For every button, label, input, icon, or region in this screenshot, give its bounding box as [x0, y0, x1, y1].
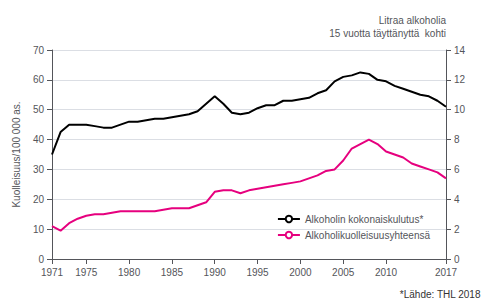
- svg-text:10: 10: [33, 224, 45, 235]
- svg-text:50: 50: [33, 104, 45, 115]
- svg-text:Litraa alkoholia: Litraa alkoholia: [379, 15, 447, 26]
- svg-text:1995: 1995: [246, 267, 269, 278]
- svg-text:2017: 2017: [435, 267, 458, 278]
- svg-text:60: 60: [33, 74, 45, 85]
- svg-text:2010: 2010: [375, 267, 398, 278]
- svg-text:2000: 2000: [289, 267, 312, 278]
- svg-text:6: 6: [454, 164, 460, 175]
- svg-text:12: 12: [454, 74, 466, 85]
- svg-text:*Lähde: THL 2018: *Lähde: THL 2018: [400, 289, 481, 300]
- svg-text:20: 20: [33, 194, 45, 205]
- svg-text:15 vuotta täyttänyttä kohti: 15 vuotta täyttänyttä kohti: [329, 28, 446, 39]
- svg-text:Alkoholin kokonaiskulutus*: Alkoholin kokonaiskulutus*: [305, 214, 424, 225]
- svg-text:4: 4: [454, 194, 460, 205]
- svg-text:1975: 1975: [75, 267, 98, 278]
- svg-text:1980: 1980: [118, 267, 141, 278]
- svg-text:1971: 1971: [41, 267, 64, 278]
- svg-text:10: 10: [454, 104, 466, 115]
- svg-text:2005: 2005: [332, 267, 355, 278]
- svg-text:70: 70: [33, 45, 45, 56]
- svg-text:Kuolleisuus/100 000 as.: Kuolleisuus/100 000 as.: [11, 101, 22, 207]
- svg-text:0: 0: [454, 254, 460, 265]
- svg-text:14: 14: [454, 45, 466, 56]
- svg-text:0: 0: [38, 254, 44, 265]
- svg-text:40: 40: [33, 134, 45, 145]
- svg-text:30: 30: [33, 164, 45, 175]
- svg-text:8: 8: [454, 134, 460, 145]
- svg-text:2: 2: [454, 224, 460, 235]
- svg-text:Alkoholikuolleisuusyhteensä: Alkoholikuolleisuusyhteensä: [305, 230, 431, 241]
- svg-text:1990: 1990: [204, 267, 227, 278]
- svg-text:1985: 1985: [161, 267, 184, 278]
